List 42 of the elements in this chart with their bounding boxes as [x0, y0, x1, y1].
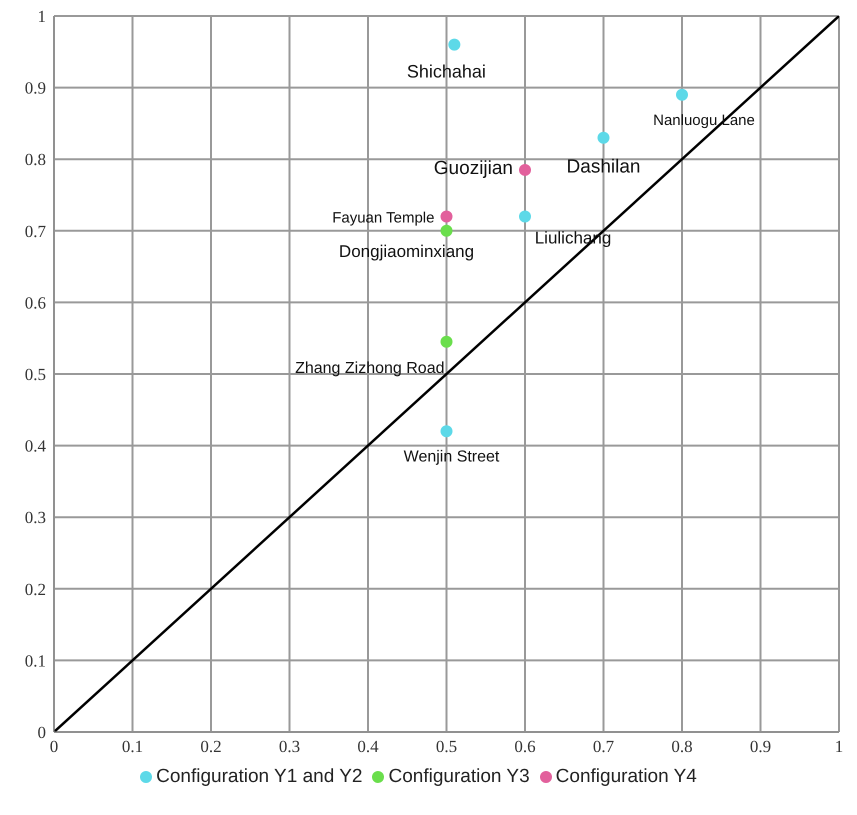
point [440, 425, 452, 438]
x-tick-label: 0.9 [750, 737, 772, 756]
point [519, 210, 531, 222]
x-tick-label: 0.7 [592, 737, 615, 756]
y-tick-label: 0.2 [24, 580, 46, 599]
y-tick-label: 1 [38, 7, 46, 26]
annotation: Shichahai [406, 62, 486, 82]
annotation: Dongjiaominxiang [338, 242, 474, 261]
annotation: Nanluogu Lane [653, 112, 755, 129]
x-tick-label: 0.2 [200, 737, 222, 756]
y-tick-label: 0.1 [24, 651, 46, 670]
point [440, 210, 452, 222]
y-tick-label: 0.9 [24, 78, 46, 98]
y-tick-label: 0.4 [24, 436, 46, 456]
legend-label: Configuration Y4 [556, 766, 697, 787]
annotation: Wenjin Street [404, 448, 500, 466]
point [519, 164, 531, 176]
point [440, 336, 452, 348]
point [448, 38, 460, 51]
x-tick-label: 0.8 [671, 737, 693, 756]
x-tick-label: 0.5 [436, 737, 458, 756]
x-tick-label: 1 [834, 737, 844, 756]
x-tick-label: 0.4 [357, 737, 380, 756]
point [598, 132, 610, 144]
annotation: Fayuan Temple [332, 209, 434, 226]
y-tick-label: 0.6 [24, 293, 46, 312]
x-tick-label: 0.3 [278, 737, 300, 756]
x-tick-label: 0 [50, 737, 58, 756]
y-tick-label: 0.3 [24, 508, 46, 528]
y-tick-label: 0.7 [24, 222, 46, 241]
legend-label: Configuration Y3 [388, 766, 530, 787]
point [676, 88, 688, 101]
annotation: Dashilan [566, 156, 640, 178]
legend-label: Configuration Y1 and Y2 [156, 766, 362, 787]
y-tick-label: 0.5 [24, 365, 46, 384]
x-tick-label: 0.1 [122, 737, 144, 756]
x-tick-label: 0.6 [514, 737, 536, 756]
point [440, 224, 452, 237]
y-tick-label: 0.8 [24, 150, 46, 170]
annotation: Guozijian [434, 158, 513, 179]
y-tick-label: 0 [38, 723, 46, 742]
annotation: Zhang Zizhong Road [295, 360, 444, 377]
